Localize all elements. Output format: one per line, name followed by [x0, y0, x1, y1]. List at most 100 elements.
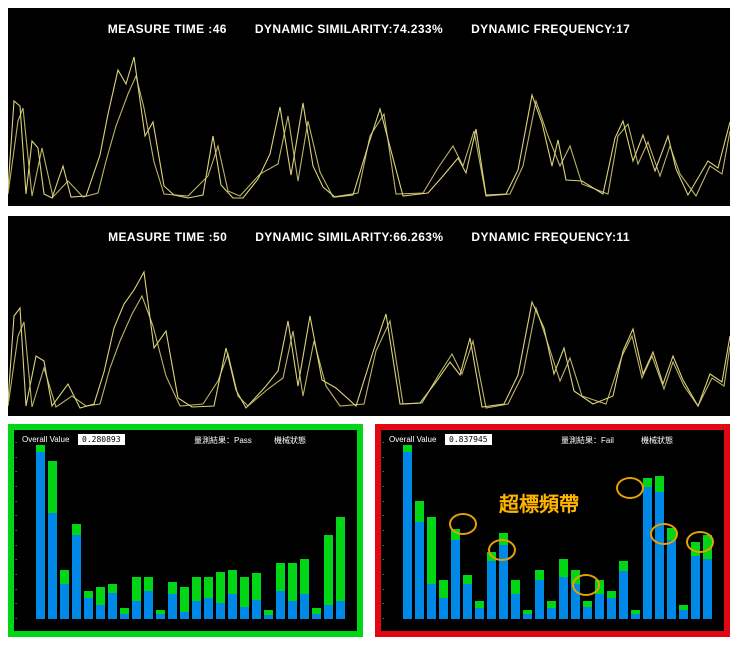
bar-seg-blue — [403, 452, 412, 619]
bar-seg-green — [300, 559, 309, 594]
bar-col — [595, 443, 604, 619]
bar-seg-green — [655, 476, 664, 492]
bar-seg-blue — [276, 591, 285, 619]
bar-seg-blue — [631, 614, 640, 619]
bar-col — [511, 443, 520, 619]
y-tick: - — [382, 601, 384, 608]
bar-seg-blue — [451, 540, 460, 619]
bar-seg-blue — [655, 492, 664, 619]
bar-seg-blue — [336, 601, 345, 619]
bar-seg-blue — [547, 608, 556, 619]
bar-seg-green — [463, 575, 472, 584]
bar-col — [499, 443, 508, 619]
header-item: MEASURE TIME :46 — [108, 22, 227, 36]
metric-value: 50 — [213, 230, 227, 244]
bar-seg-blue — [535, 580, 544, 619]
bar-col — [120, 443, 129, 619]
bar-seg-blue — [96, 605, 105, 619]
bar-seg-blue — [264, 615, 273, 619]
bar-col — [192, 443, 201, 619]
bar-seg-green — [96, 587, 105, 605]
metric-label: DYNAMIC SIMILARITY: — [255, 230, 393, 244]
bar-seg-green — [144, 577, 153, 591]
bar-col — [312, 443, 321, 619]
bar-col — [631, 443, 640, 619]
y-tick: - — [15, 542, 17, 549]
y-tick: - — [15, 586, 17, 593]
bar-seg-green — [60, 570, 69, 584]
bar-seg-blue — [72, 535, 81, 619]
y-tick: - — [382, 513, 384, 520]
header-item: DYNAMIC FREQUENCY:17 — [471, 22, 630, 36]
spectrum-panel-inner: Overall Value0.280893量測結果：Pass機械狀態------… — [14, 430, 357, 631]
y-tick: - — [382, 498, 384, 505]
bar-seg-blue — [427, 584, 436, 619]
bar-seg-green — [240, 577, 249, 607]
bar-seg-blue — [583, 607, 592, 619]
metric-value: 66.263% — [393, 230, 443, 244]
bar-seg-blue — [679, 610, 688, 619]
bar-seg-green — [547, 601, 556, 608]
exceed-marker-icon — [650, 523, 678, 545]
bar-col — [48, 443, 57, 619]
bar-seg-blue — [607, 598, 616, 619]
bar-seg-blue — [559, 577, 568, 619]
bar-seg-blue — [619, 571, 628, 619]
y-tick: - — [382, 440, 384, 447]
bar-seg-blue — [216, 603, 225, 619]
bar-seg-blue — [120, 614, 129, 619]
y-tick: - — [382, 528, 384, 535]
bar-col — [439, 443, 448, 619]
y-tick: - — [15, 513, 17, 520]
exceed-marker-icon — [616, 477, 644, 499]
spectrum-panel-fail: Overall Value0.837945量測結果：Fail機械狀態------… — [375, 424, 730, 637]
bar-seg-blue — [204, 598, 213, 619]
bar-col — [132, 443, 141, 619]
y-tick: - — [382, 616, 384, 623]
waveform-header: MEASURE TIME :50DYNAMIC SIMILARITY:66.26… — [8, 230, 730, 244]
bar-seg-green — [72, 524, 81, 535]
bar-seg-green — [120, 608, 129, 613]
bar-seg-blue — [703, 559, 712, 619]
bar-seg-green — [264, 610, 273, 615]
bar-seg-blue — [595, 594, 604, 619]
bar-col — [415, 443, 424, 619]
spectrum-panel-pass: Overall Value0.280893量測結果：Pass機械狀態------… — [8, 424, 363, 637]
bar-seg-blue — [252, 600, 261, 619]
bar-seg-blue — [60, 584, 69, 619]
bar-seg-blue — [108, 593, 117, 619]
bar-seg-blue — [132, 601, 141, 619]
bar-seg-green — [475, 601, 484, 608]
bar-col — [240, 443, 249, 619]
bar-seg-blue — [439, 598, 448, 619]
bar-col — [60, 443, 69, 619]
spectrum-panel-inner: Overall Value0.837945量測結果：Fail機械狀態------… — [381, 430, 724, 631]
exceed-marker-icon — [572, 574, 600, 596]
metric-label: DYNAMIC SIMILARITY: — [255, 22, 393, 36]
bar-seg-blue — [84, 598, 93, 619]
bar-col — [180, 443, 189, 619]
bar-col — [324, 443, 333, 619]
bar-col — [168, 443, 177, 619]
header-item: DYNAMIC FREQUENCY:11 — [471, 230, 629, 244]
bar-seg-green — [324, 535, 333, 605]
y-tick: - — [15, 440, 17, 447]
exceed-marker-icon — [488, 539, 516, 561]
waveform-svg — [8, 256, 730, 416]
y-tick: - — [15, 454, 17, 461]
bar-seg-green — [156, 610, 165, 614]
metric-value: 11 — [616, 230, 630, 244]
y-tick: - — [382, 557, 384, 564]
bar-seg-blue — [312, 614, 321, 619]
bar-seg-blue — [463, 584, 472, 619]
y-tick: - — [382, 484, 384, 491]
bar-seg-green — [192, 577, 201, 602]
bar-col — [252, 443, 261, 619]
y-tick: - — [15, 616, 17, 623]
bar-col — [144, 443, 153, 619]
metric-value: 46 — [213, 22, 227, 36]
bar-seg-blue — [288, 601, 297, 619]
y-tick: - — [382, 586, 384, 593]
bar-seg-green — [643, 478, 652, 487]
y-tick: - — [15, 601, 17, 608]
